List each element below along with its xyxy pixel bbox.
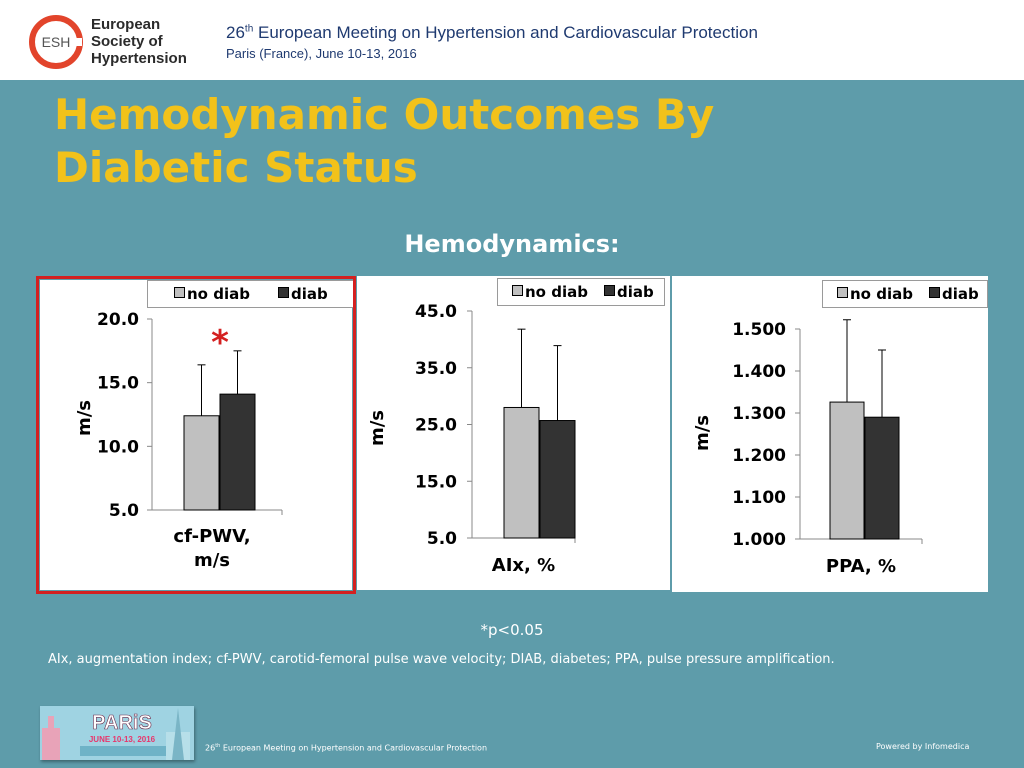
bar-no-diab	[503, 406, 540, 539]
abbreviations-note: AIx, augmentation index; cf-PWV, carotid…	[48, 652, 835, 667]
aix-chart: 5.0 15.0 25.0 35.0 45.0 m/s AIx, %	[367, 302, 576, 576]
conference-name: European Meeting on Hypertension and Car…	[253, 23, 758, 42]
bar-no-diab	[829, 401, 865, 540]
legend-label: no diab	[850, 285, 913, 303]
y-tick-label: 20.0	[97, 310, 139, 330]
legend-swatch	[512, 285, 523, 296]
y-tick-label: 5.0	[427, 529, 457, 549]
legend-label: diab	[942, 285, 979, 303]
legend-label: no diab	[525, 283, 588, 301]
legend-swatch	[278, 287, 289, 298]
y-tick-label: 1.400	[732, 362, 786, 382]
legend-label: no diab	[187, 285, 250, 303]
significance-asterisk: *	[211, 323, 229, 363]
y-tick-label: 25.0	[415, 416, 457, 436]
chart-panel-ppa: 1.000 1.100 1.200 1.300 1.400 1.500 m/s PPA, % …	[672, 276, 988, 592]
y-tick-label: 35.0	[415, 359, 457, 379]
chart-panel-aix: 5.0 15.0 25.0 35.0 45.0 m/s AIx, % no diab dia…	[357, 276, 670, 590]
header-bar: ESH European Society of Hypertension 26t…	[0, 0, 1024, 80]
x-category-label: cf-PWV,	[173, 526, 250, 547]
legend-item-no-diab: no diab	[512, 283, 588, 301]
legend-swatch	[929, 287, 940, 298]
slide-title-line: Hemodynamic Outcomes By	[54, 90, 715, 139]
legend-item-no-diab: no diab	[837, 285, 913, 303]
significance-highlight-frame	[36, 276, 356, 594]
y-tick-label: 5.0	[109, 501, 139, 521]
esh-logo-text: European Society of Hypertension	[91, 16, 187, 67]
conference-ordinal: 26	[226, 23, 245, 42]
footer-conference-text: European Meeting on Hypertension and Car…	[220, 743, 488, 753]
logo-line: European	[91, 16, 161, 33]
footer-ordinal: 26	[205, 743, 216, 753]
footer-ordinal-suffix: th	[215, 743, 221, 749]
legend-label: diab	[617, 283, 654, 301]
paris-event-image: PARiS JUNE 10-13, 2016	[40, 706, 194, 760]
legend-swatch	[837, 287, 848, 298]
slide-title: Hemodynamic Outcomes By Diabetic Status	[54, 88, 954, 194]
x-category-label: PPA, %	[826, 556, 896, 577]
y-axis-label: m/s	[74, 400, 95, 436]
chart-legend: no diab diab	[497, 278, 665, 306]
legend-item-diab: diab	[278, 285, 328, 303]
y-tick-label: 1.300	[732, 404, 786, 424]
significance-footnote: *p<0.05	[480, 621, 544, 639]
cf-pwv-chart: 5.0 10.0 15.0 20.0 m/s cf-PWV, m/s *	[74, 310, 283, 571]
chart-panel-cf-pwv: 5.0 10.0 15.0 20.0 m/s cf-PWV, m/s * no diab di…	[40, 280, 354, 590]
chart-legend: no diab diab	[147, 280, 354, 308]
y-tick-label: 45.0	[415, 302, 457, 322]
bar-diab	[219, 393, 256, 511]
paris-image-date: JUNE 10-13, 2016	[89, 735, 156, 744]
y-tick-label: 1.100	[732, 488, 786, 508]
legend-swatch	[604, 285, 615, 296]
conference-location-date: Paris (France), June 10-13, 2016	[226, 46, 417, 61]
chart-group-subtitle: Hemodynamics:	[404, 230, 620, 258]
y-tick-label: 15.0	[97, 374, 139, 394]
legend-label: diab	[291, 285, 328, 303]
y-tick-label: 15.0	[415, 472, 457, 492]
powered-by: Powered by Infomedica	[876, 742, 970, 751]
conference-title: 26th European Meeting on Hypertension an…	[226, 23, 758, 43]
y-tick-label: 1.000	[732, 530, 786, 550]
ppa-chart: 1.000 1.100 1.200 1.300 1.400 1.500 m/s PPA, %	[692, 319, 923, 577]
paris-illustration-icon: PARiS JUNE 10-13, 2016	[40, 706, 194, 760]
bar-no-diab	[183, 415, 220, 511]
bar-diab	[539, 420, 576, 539]
paris-image-title: PARiS	[92, 712, 152, 734]
esh-logo-icon: ESH	[29, 15, 83, 69]
logo-abbr: ESH	[42, 34, 71, 50]
legend-item-no-diab: no diab	[174, 285, 250, 303]
y-axis-label: m/s	[367, 410, 388, 446]
y-axis-label: m/s	[692, 415, 713, 451]
conference-ordinal-suffix: th	[244, 23, 254, 35]
slide-title-line: Diabetic Status	[54, 143, 418, 192]
y-tick-label: 10.0	[97, 437, 139, 457]
x-category-label: m/s	[194, 550, 230, 571]
logo-line: Society of	[91, 33, 163, 50]
legend-item-diab: diab	[929, 285, 979, 303]
bar-diab	[864, 416, 900, 540]
legend-swatch	[174, 287, 185, 298]
legend-item-diab: diab	[604, 283, 654, 301]
y-tick-label: 1.500	[732, 320, 786, 340]
logo-line: Hypertension	[91, 50, 187, 67]
x-category-label: AIx, %	[492, 555, 555, 576]
footer-conference-name: 26th European Meeting on Hypertension an…	[205, 743, 487, 753]
y-tick-label: 1.200	[732, 446, 786, 466]
chart-legend: no diab diab	[822, 280, 988, 308]
